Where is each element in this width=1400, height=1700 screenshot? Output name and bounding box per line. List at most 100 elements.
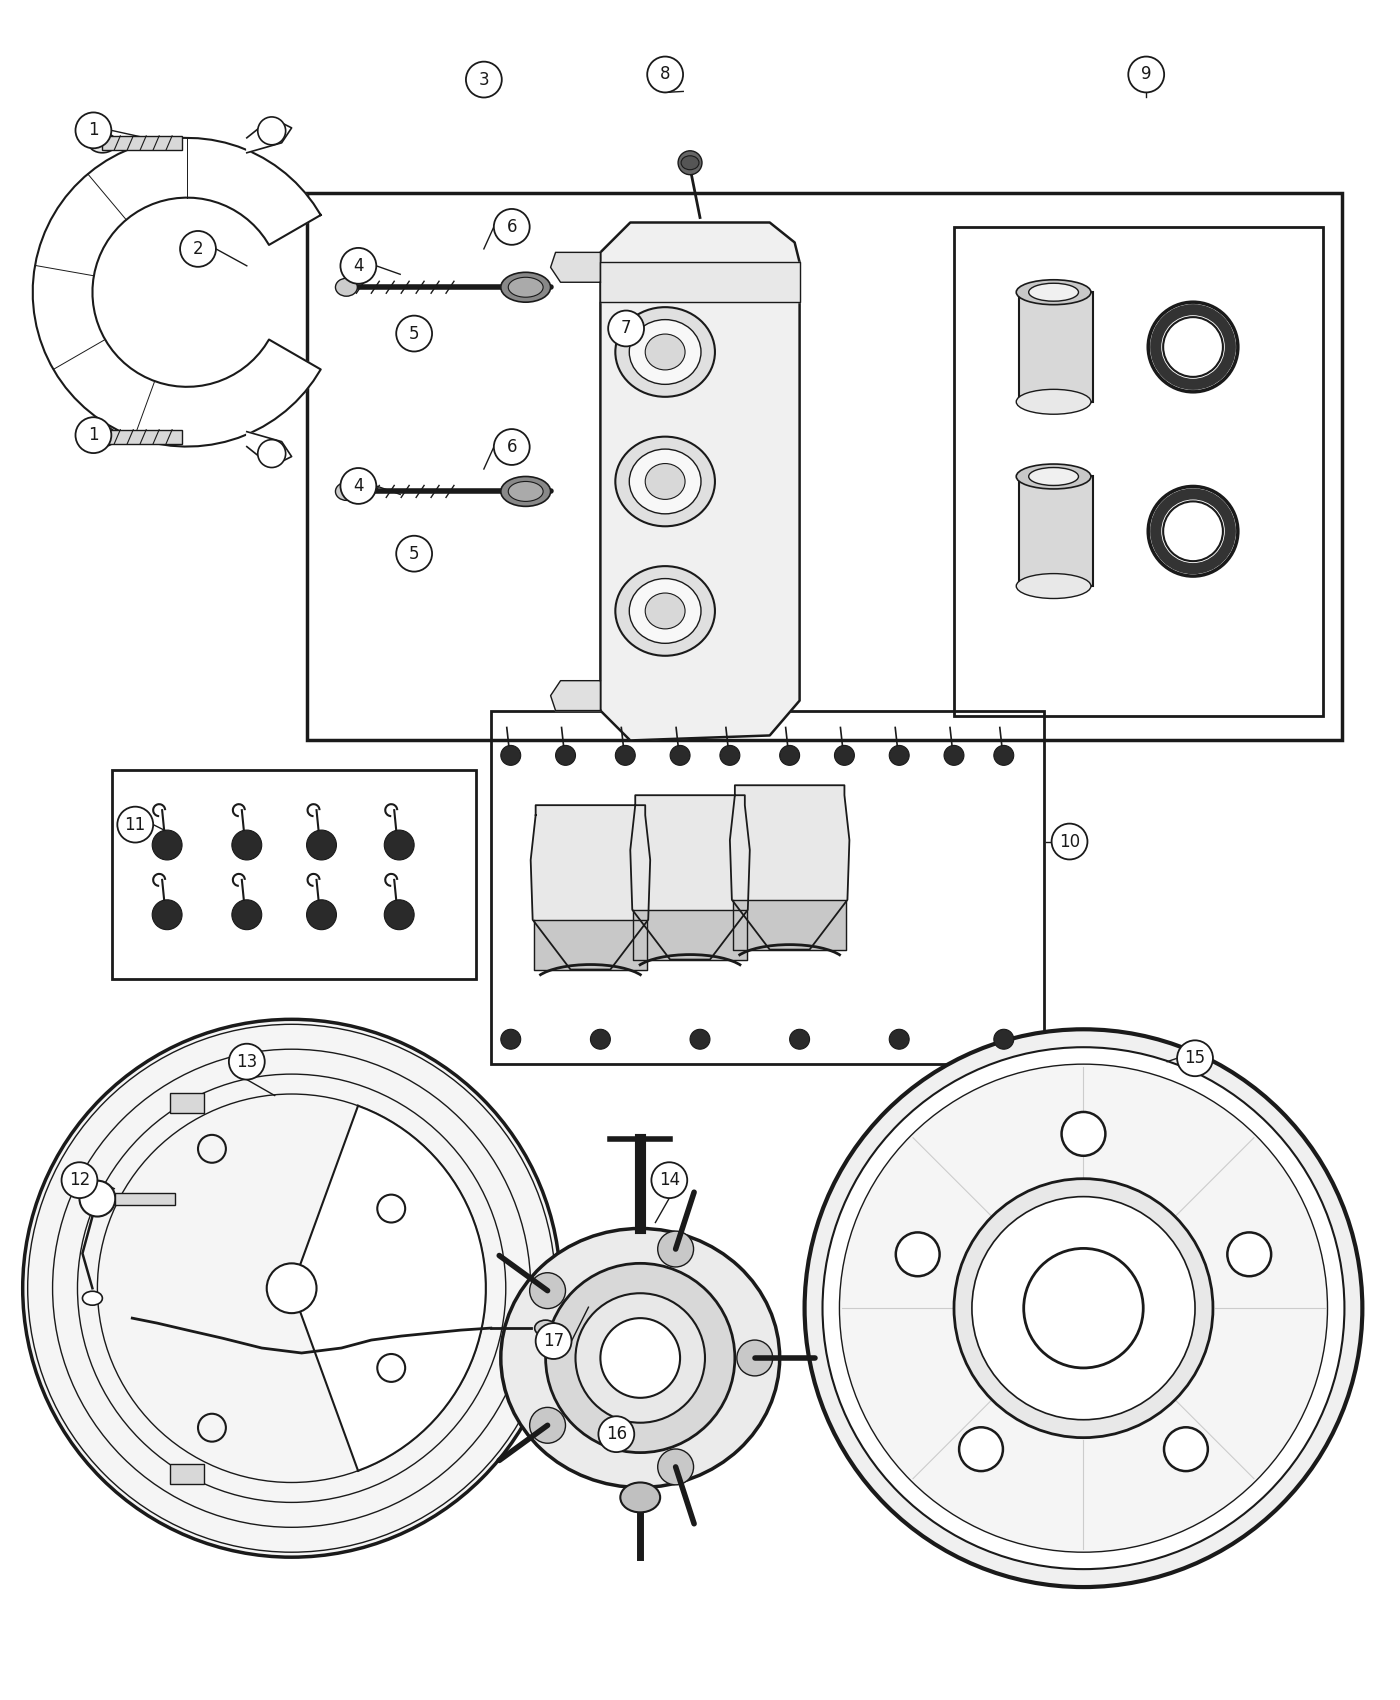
- Ellipse shape: [1016, 464, 1091, 490]
- Circle shape: [494, 428, 529, 464]
- Circle shape: [1051, 823, 1088, 860]
- Circle shape: [76, 416, 112, 454]
- Circle shape: [501, 745, 521, 765]
- Circle shape: [889, 745, 909, 765]
- Ellipse shape: [336, 483, 357, 500]
- Polygon shape: [729, 785, 850, 950]
- Ellipse shape: [1029, 468, 1078, 486]
- Circle shape: [62, 1163, 98, 1198]
- Text: 4: 4: [353, 478, 364, 495]
- Circle shape: [944, 745, 965, 765]
- Circle shape: [601, 1318, 680, 1397]
- Bar: [169, 1093, 204, 1114]
- Circle shape: [658, 1231, 693, 1266]
- Text: 1: 1: [88, 121, 99, 139]
- Ellipse shape: [620, 1482, 661, 1513]
- Circle shape: [232, 899, 262, 930]
- Circle shape: [181, 231, 216, 267]
- Circle shape: [76, 112, 112, 148]
- Circle shape: [834, 745, 854, 765]
- Text: 5: 5: [409, 325, 420, 343]
- Circle shape: [494, 209, 529, 245]
- Circle shape: [1228, 1232, 1271, 1277]
- Circle shape: [232, 830, 262, 860]
- Ellipse shape: [616, 566, 715, 656]
- Circle shape: [267, 1263, 316, 1312]
- Bar: [169, 1464, 204, 1484]
- Bar: [307, 192, 1343, 741]
- Circle shape: [307, 830, 336, 860]
- Circle shape: [994, 1028, 1014, 1049]
- Circle shape: [780, 745, 799, 765]
- Ellipse shape: [501, 272, 550, 303]
- Polygon shape: [291, 1105, 486, 1470]
- Circle shape: [384, 899, 414, 930]
- Circle shape: [1177, 1040, 1212, 1076]
- Ellipse shape: [645, 335, 685, 371]
- Circle shape: [598, 1416, 634, 1452]
- Polygon shape: [246, 432, 291, 466]
- Text: 16: 16: [606, 1425, 627, 1443]
- Circle shape: [340, 468, 377, 503]
- Text: 3: 3: [479, 71, 489, 88]
- Circle shape: [690, 1028, 710, 1049]
- Bar: [1019, 476, 1093, 586]
- Circle shape: [840, 1064, 1327, 1552]
- Polygon shape: [550, 680, 601, 711]
- Text: 15: 15: [1184, 1049, 1205, 1068]
- Circle shape: [340, 248, 377, 284]
- Circle shape: [720, 745, 739, 765]
- Polygon shape: [550, 252, 601, 282]
- Ellipse shape: [645, 593, 685, 629]
- Polygon shape: [732, 899, 847, 950]
- Circle shape: [1023, 1248, 1144, 1368]
- Ellipse shape: [680, 156, 699, 170]
- Ellipse shape: [501, 476, 550, 507]
- Circle shape: [384, 830, 414, 860]
- Text: 17: 17: [543, 1333, 564, 1350]
- Text: 13: 13: [237, 1052, 258, 1071]
- Text: 4: 4: [353, 257, 364, 275]
- Ellipse shape: [88, 133, 116, 153]
- Circle shape: [118, 808, 153, 843]
- Polygon shape: [630, 796, 750, 959]
- Text: 9: 9: [1141, 66, 1151, 83]
- Polygon shape: [601, 262, 799, 303]
- Circle shape: [823, 1047, 1344, 1569]
- Circle shape: [501, 1028, 521, 1049]
- Circle shape: [616, 745, 636, 765]
- Polygon shape: [531, 806, 650, 969]
- Ellipse shape: [629, 449, 701, 513]
- Circle shape: [591, 1028, 610, 1049]
- Circle shape: [1163, 1428, 1208, 1470]
- Circle shape: [790, 1028, 809, 1049]
- Bar: [491, 711, 1043, 1064]
- Circle shape: [546, 1263, 735, 1452]
- Bar: [953, 228, 1323, 716]
- Text: 6: 6: [507, 439, 517, 456]
- Circle shape: [671, 745, 690, 765]
- Polygon shape: [32, 138, 321, 447]
- Ellipse shape: [1016, 573, 1091, 598]
- Text: 5: 5: [409, 544, 420, 563]
- Text: 10: 10: [1058, 833, 1079, 850]
- Circle shape: [396, 536, 433, 571]
- Bar: [1019, 292, 1093, 401]
- Circle shape: [651, 1163, 687, 1198]
- Circle shape: [994, 745, 1014, 765]
- Circle shape: [258, 117, 286, 144]
- Circle shape: [805, 1028, 1362, 1588]
- Circle shape: [658, 1448, 693, 1484]
- Ellipse shape: [616, 308, 715, 396]
- Ellipse shape: [501, 1229, 780, 1488]
- Circle shape: [736, 1340, 773, 1375]
- Ellipse shape: [1148, 486, 1238, 576]
- Polygon shape: [601, 223, 799, 741]
- Text: 1: 1: [88, 427, 99, 444]
- Circle shape: [647, 56, 683, 92]
- Text: 6: 6: [507, 218, 517, 236]
- Circle shape: [556, 745, 575, 765]
- Text: 12: 12: [69, 1171, 90, 1190]
- Ellipse shape: [629, 320, 701, 384]
- Circle shape: [972, 1197, 1196, 1420]
